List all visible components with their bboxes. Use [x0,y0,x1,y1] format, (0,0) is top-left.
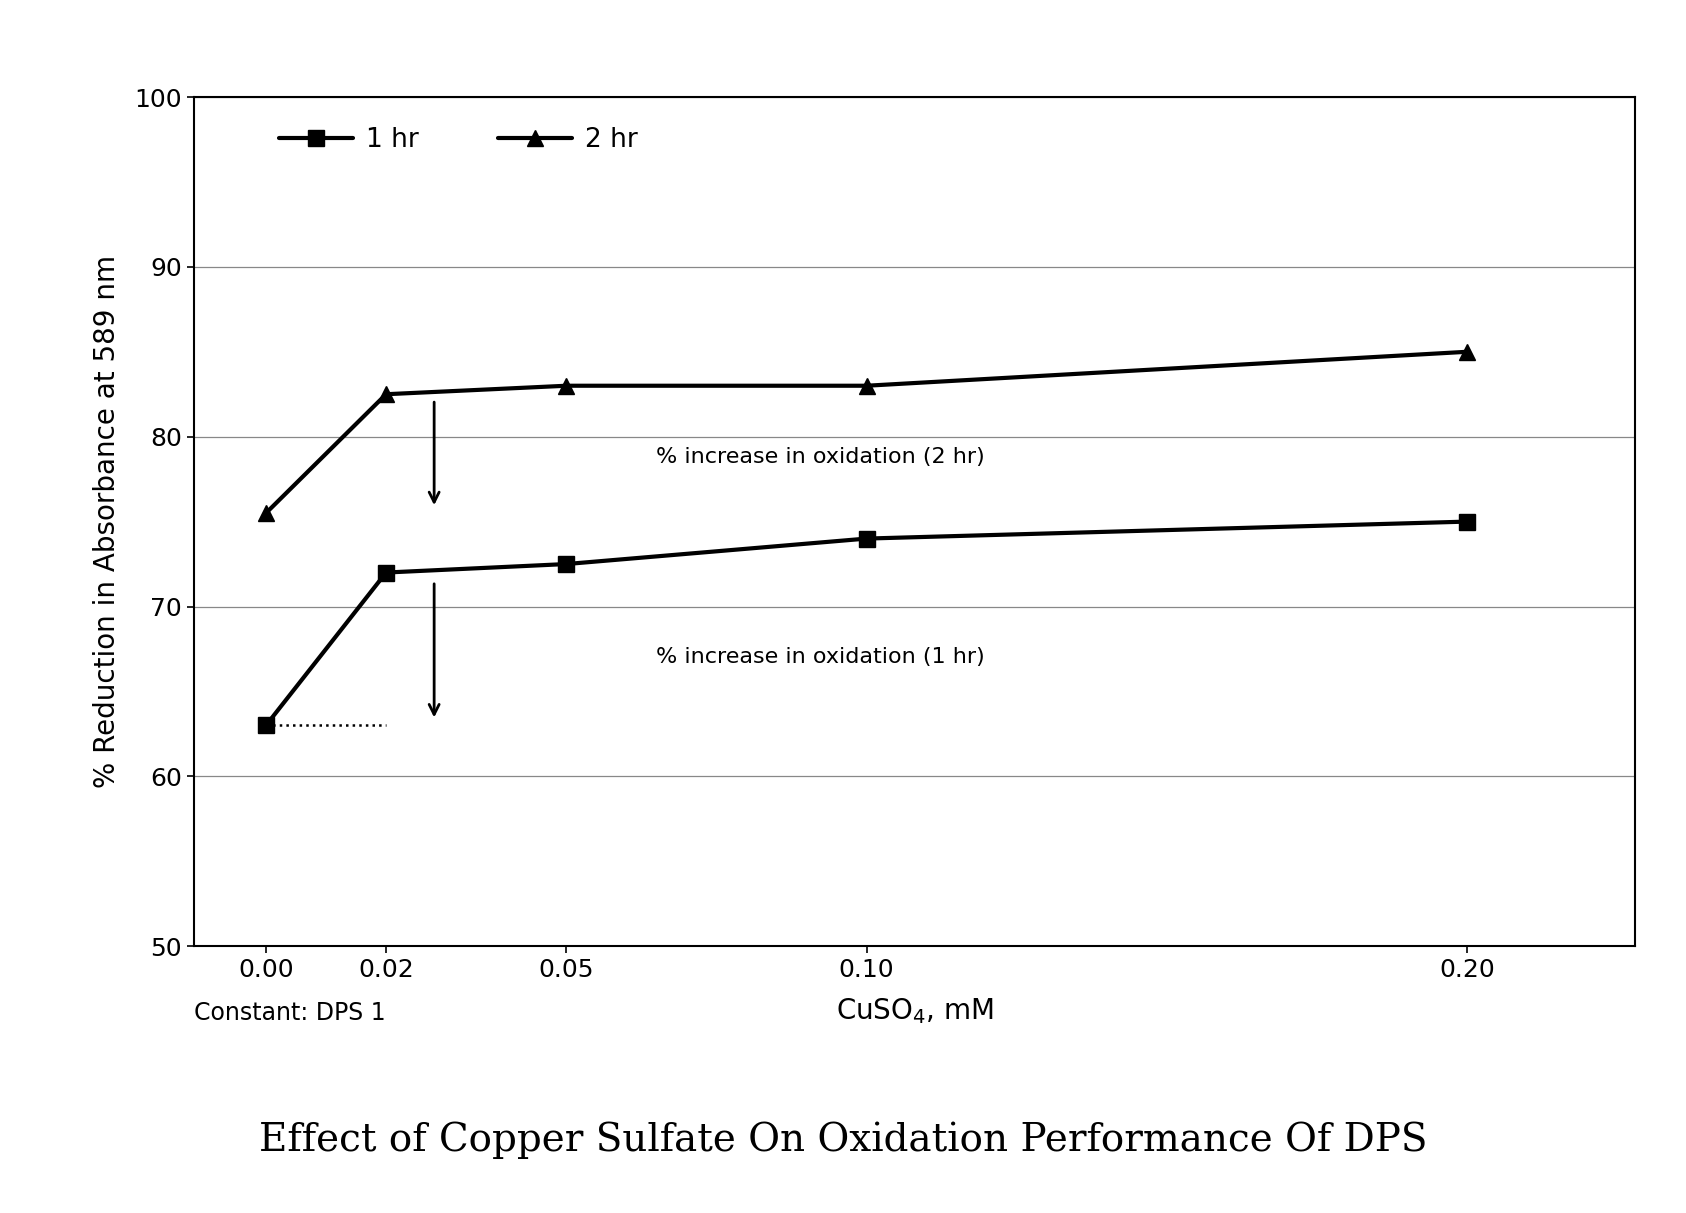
2 hr [1457,344,1477,359]
1 hr [376,565,396,580]
Y-axis label: % Reduction in Absorbance at 589 nm: % Reduction in Absorbance at 589 nm [93,255,121,788]
Line: 1 hr: 1 hr [258,513,1475,734]
2 hr [556,378,577,393]
2 hr [376,387,396,402]
Text: Effect of Copper Sulfate On Oxidation Performance Of DPS: Effect of Copper Sulfate On Oxidation Pe… [258,1122,1428,1158]
X-axis label: CuSO$_4$, mM: CuSO$_4$, mM [836,996,993,1026]
2 hr [856,378,877,393]
Legend: 1 hr, 2 hr: 1 hr, 2 hr [280,127,637,153]
2 hr [256,506,277,520]
1 hr [556,557,577,571]
Text: Constant: DPS 1: Constant: DPS 1 [194,1001,386,1025]
Text: % increase in oxidation (1 hr): % increase in oxidation (1 hr) [656,648,985,667]
Line: 2 hr: 2 hr [258,343,1475,522]
1 hr [256,718,277,733]
1 hr [1457,514,1477,529]
1 hr [856,531,877,546]
Text: % increase in oxidation (2 hr): % increase in oxidation (2 hr) [656,448,985,467]
